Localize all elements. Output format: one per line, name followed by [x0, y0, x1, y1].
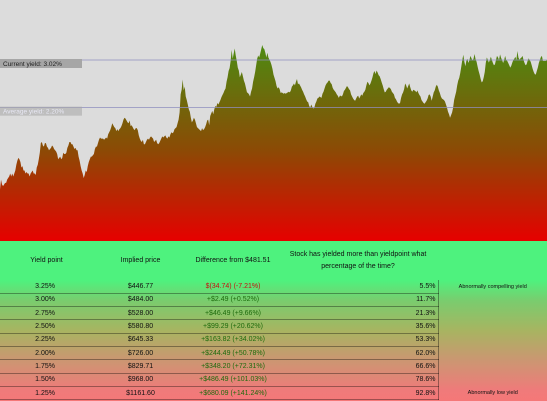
- cell-percentage: 53.3%: [278, 333, 439, 347]
- table-row: 1.25% $1161.60 +$680.09 (+141.24%) 92.8% Abn…: [0, 386, 547, 401]
- cell-implied-price: $829.71: [93, 359, 188, 374]
- cell-implied-price: $726.00: [93, 346, 188, 361]
- table-row: 3.00% $484.00 +$2.49 (+0.52%) 11.7%: [0, 293, 547, 308]
- side-label-low: Abnormally low yield: [467, 390, 518, 397]
- cell-difference: +$348.20 (+72.31%): [188, 359, 278, 374]
- table-row: 2.25% $645.33 +$163.82 (+34.02%) 53.3%: [0, 333, 547, 347]
- cell-side: [438, 307, 547, 320]
- cell-percentage: 5.5%: [278, 280, 439, 294]
- cell-side: Abnormally low yield: [438, 386, 547, 399]
- cell-percentage: 35.6%: [278, 319, 439, 334]
- cell-implied-price: $528.00: [93, 306, 188, 321]
- cell-percentage: 21.3%: [278, 306, 439, 321]
- cell-side: [438, 373, 547, 386]
- table-row: 3.25% $446.77 $(34.74) (-7.21%) 5.5% Abnorma…: [0, 280, 547, 294]
- table-body: 3.25% $446.77 $(34.74) (-7.21%) 5.5% Abnorma…: [0, 280, 547, 401]
- cell-difference: +$2.49 (+0.52%): [188, 293, 278, 308]
- cell-implied-price: $446.77: [93, 280, 188, 294]
- cell-implied-price: $484.00: [93, 293, 188, 308]
- cell-implied-price: $580.80: [93, 319, 188, 334]
- col-header-percentage: Stock has yielded more than yieldpoint w…: [289, 250, 427, 270]
- cell-yield-point: 2.75%: [0, 306, 93, 321]
- cell-yield-point: 2.50%: [0, 319, 93, 334]
- table-header-row: Yield point Implied price Difference fro…: [0, 241, 547, 280]
- cell-percentage: 66.6%: [278, 359, 439, 374]
- side-label-compelling: Abnormally compelling yield: [458, 283, 527, 290]
- cell-yield-point: 2.00%: [0, 346, 93, 361]
- current-yield-label-box: [0, 58, 82, 68]
- table-row: 1.75% $829.71 +$348.20 (+72.31%) 66.6%: [0, 359, 547, 374]
- cell-yield-point: 1.75%: [0, 359, 93, 374]
- cell-yield-point: 1.50%: [0, 373, 93, 387]
- yield-table: Yield point Implied price Difference fro…: [0, 241, 547, 401]
- cell-side: [438, 320, 547, 333]
- cell-yield-point: 3.25%: [0, 280, 93, 294]
- table-row: 2.75% $528.00 +$46.49 (+9.66%) 21.3%: [0, 306, 547, 321]
- average-yield-label-box: [0, 106, 82, 116]
- cell-percentage: 92.8%: [278, 386, 439, 401]
- cell-difference: +$680.09 (+141.24%): [188, 386, 278, 401]
- col-header-difference: Difference from $481.51: [195, 257, 271, 264]
- table-row: 2.00% $726.00 +$244.49 (+50.78%) 62.0%: [0, 346, 547, 361]
- cell-side: [438, 360, 547, 373]
- cell-side: [438, 333, 547, 346]
- cell-percentage: 11.7%: [278, 293, 439, 308]
- col-header-implied-price: Implied price: [120, 257, 161, 264]
- cell-implied-price: $968.00: [93, 373, 188, 387]
- table-row: 2.50% $580.80 +$99.29 (+20.62%) 35.6%: [0, 319, 547, 334]
- yield-history-chart: Current yield: 3.02% Average yield: 2.20…: [0, 0, 547, 241]
- cell-side: [438, 293, 547, 306]
- cell-difference: +$99.29 (+20.62%): [188, 319, 278, 334]
- cell-yield-point: 1.25%: [0, 386, 93, 401]
- col-header-side: [438, 241, 547, 280]
- cell-percentage: 62.0%: [278, 346, 439, 361]
- cell-percentage: 78.6%: [278, 373, 439, 387]
- yield-area: [0, 45, 547, 241]
- cell-difference: $(34.74) (-7.21%): [188, 280, 278, 294]
- cell-yield-point: 2.25%: [0, 333, 93, 347]
- cell-difference: +$46.49 (+9.66%): [188, 306, 278, 321]
- table-row: 1.50% $968.00 +$486.49 (+101.03%) 78.6%: [0, 373, 547, 387]
- cell-difference: +$244.49 (+50.78%): [188, 346, 278, 361]
- current-yield-label: Current yield: 3.02%: [3, 61, 62, 68]
- cell-implied-price: $645.33: [93, 333, 188, 347]
- col-header-yield-point: Yield point: [30, 257, 63, 264]
- cell-difference: +$163.82 (+34.02%): [188, 333, 278, 347]
- cell-side: Abnormally compelling yield: [438, 280, 547, 293]
- cell-side: [438, 346, 547, 359]
- average-yield-label: Average yield: 2.20%: [3, 109, 65, 116]
- cell-yield-point: 3.00%: [0, 293, 93, 308]
- cell-implied-price: $1161.60: [93, 386, 188, 401]
- cell-difference: +$486.49 (+101.03%): [188, 373, 278, 387]
- yield-table-panel: Yield point Implied price Difference fro…: [0, 241, 547, 401]
